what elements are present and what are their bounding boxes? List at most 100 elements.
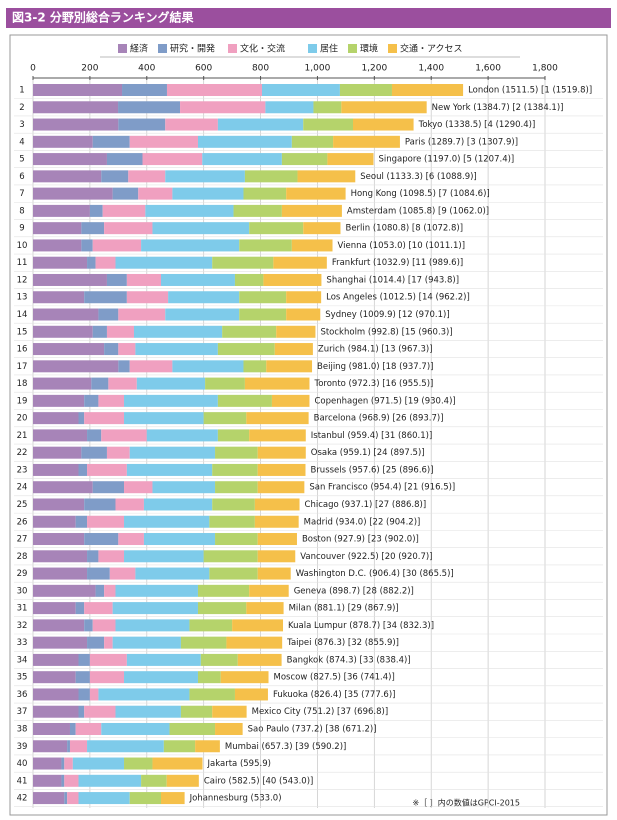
bar-segment: [33, 291, 85, 304]
bar-segment: [249, 222, 304, 235]
bar-label: Istanbul (959.4) [31 (860.1)]: [311, 431, 433, 441]
bar-segment: [112, 636, 181, 649]
bar-segment: [239, 291, 287, 304]
bar-segment: [215, 446, 258, 459]
bar-segment: [124, 515, 210, 528]
bar-segment: [226, 636, 283, 649]
bar-segment: [118, 533, 144, 546]
bar-label: Singapore (1197.0) [5 (1207.4)]: [378, 155, 514, 165]
bar-segment: [67, 792, 79, 805]
bar-segment: [33, 256, 88, 269]
bar-segment: [75, 602, 85, 615]
bar-segment: [172, 360, 244, 373]
bar-segment: [244, 377, 310, 390]
bar-segment: [84, 412, 125, 425]
bar-segment: [78, 653, 90, 666]
bar-segment: [33, 239, 82, 252]
bar-segment: [87, 567, 110, 580]
bar-segment: [203, 412, 247, 425]
bar-segment: [254, 515, 299, 528]
bar-segment: [239, 308, 287, 321]
bar-segment: [33, 515, 76, 528]
x-tick-label: 1,400: [418, 64, 444, 74]
bar-label: Frankfurt (1032.9) [11 (989.6)]: [332, 258, 463, 268]
bar-segment: [297, 170, 356, 183]
bar-segment: [78, 463, 88, 476]
footnote: ※［ ］内の数値はGPCI-2015: [413, 798, 520, 808]
bar-segment: [118, 101, 181, 114]
bar-label: Bangkok (874.3) [33 (838.4)]: [287, 655, 411, 665]
bar-segment: [33, 101, 119, 114]
rank-label: 33: [17, 638, 28, 648]
bar-segment: [265, 101, 314, 114]
rank-label: 28: [17, 552, 28, 562]
rank-label: 15: [17, 327, 28, 337]
bar-segment: [257, 550, 296, 563]
bar-segment: [257, 446, 306, 459]
bar-segment: [33, 550, 88, 563]
bar-label: Taipei (876.3) [32 (855.9)]: [286, 638, 399, 648]
bar-segment: [104, 584, 116, 597]
bar-label: Jakarta (595.9): [207, 759, 271, 769]
legend-label: 研究・開発: [170, 43, 215, 55]
x-tick-label: 200: [81, 64, 98, 74]
legend-label: 環境: [360, 43, 378, 55]
legend-swatch: [158, 44, 167, 53]
legend-label: 経済: [130, 43, 148, 55]
bar-segment: [33, 135, 93, 148]
bar-segment: [212, 256, 274, 269]
bar-segment: [78, 774, 142, 787]
bar-segment: [180, 101, 266, 114]
x-tick-label: 1,000: [305, 64, 331, 74]
bar-segment: [69, 722, 76, 735]
bar-segment: [333, 135, 400, 148]
bar-segment: [249, 429, 306, 442]
bar-segment: [254, 498, 300, 511]
bar-segment: [112, 602, 198, 615]
bar-segment: [124, 481, 153, 494]
bar-segment: [197, 135, 292, 148]
bar-segment: [75, 671, 90, 684]
bar-segment: [146, 429, 218, 442]
bar-segment: [81, 239, 93, 252]
bar-label: Seoul (1133.3) [6 (1088.9)]: [360, 172, 476, 182]
bar-segment: [115, 584, 198, 597]
bar-label: Sydney (1009.9) [12 (970.1)]: [325, 310, 449, 320]
bar-segment: [33, 308, 99, 321]
bar-label: Madrid (934.0) [22 (904.2)]: [304, 517, 421, 527]
bar-segment: [215, 481, 258, 494]
bar-segment: [168, 291, 240, 304]
bar-segment: [115, 619, 190, 632]
bar-segment: [129, 135, 198, 148]
bar-segment: [234, 273, 264, 286]
bar-segment: [126, 463, 213, 476]
bar-segment: [98, 688, 190, 701]
bar-segment: [33, 187, 113, 200]
bar-segment: [124, 394, 218, 407]
bar-segment: [33, 602, 76, 615]
x-tick-label: 0: [30, 64, 36, 74]
bar-segment: [303, 222, 341, 235]
bar-label: Vancouver (922.5) [20 (920.7)]: [300, 552, 432, 562]
bar-segment: [106, 273, 127, 286]
bar-segment: [327, 153, 374, 166]
bar-segment: [180, 705, 213, 718]
bar-segment: [128, 170, 166, 183]
bar-segment: [33, 84, 123, 96]
bar-segment: [101, 722, 170, 735]
rank-label: 22: [17, 448, 28, 458]
bar-segment: [78, 688, 90, 701]
bar-label: Milan (881.1) [29 (867.9)]: [289, 604, 399, 614]
x-tick-label: 1,200: [361, 64, 387, 74]
bar-segment: [163, 740, 196, 753]
bar-segment: [291, 135, 334, 148]
bar-segment: [122, 84, 167, 96]
bar-segment: [64, 774, 79, 787]
bar-segment: [303, 118, 353, 131]
bar-label: Osaka (959.1) [24 (897.5)]: [311, 448, 425, 458]
bar-segment: [84, 705, 116, 718]
bar-segment: [33, 757, 62, 770]
bar-segment: [118, 343, 136, 356]
bar-segment: [33, 118, 119, 131]
